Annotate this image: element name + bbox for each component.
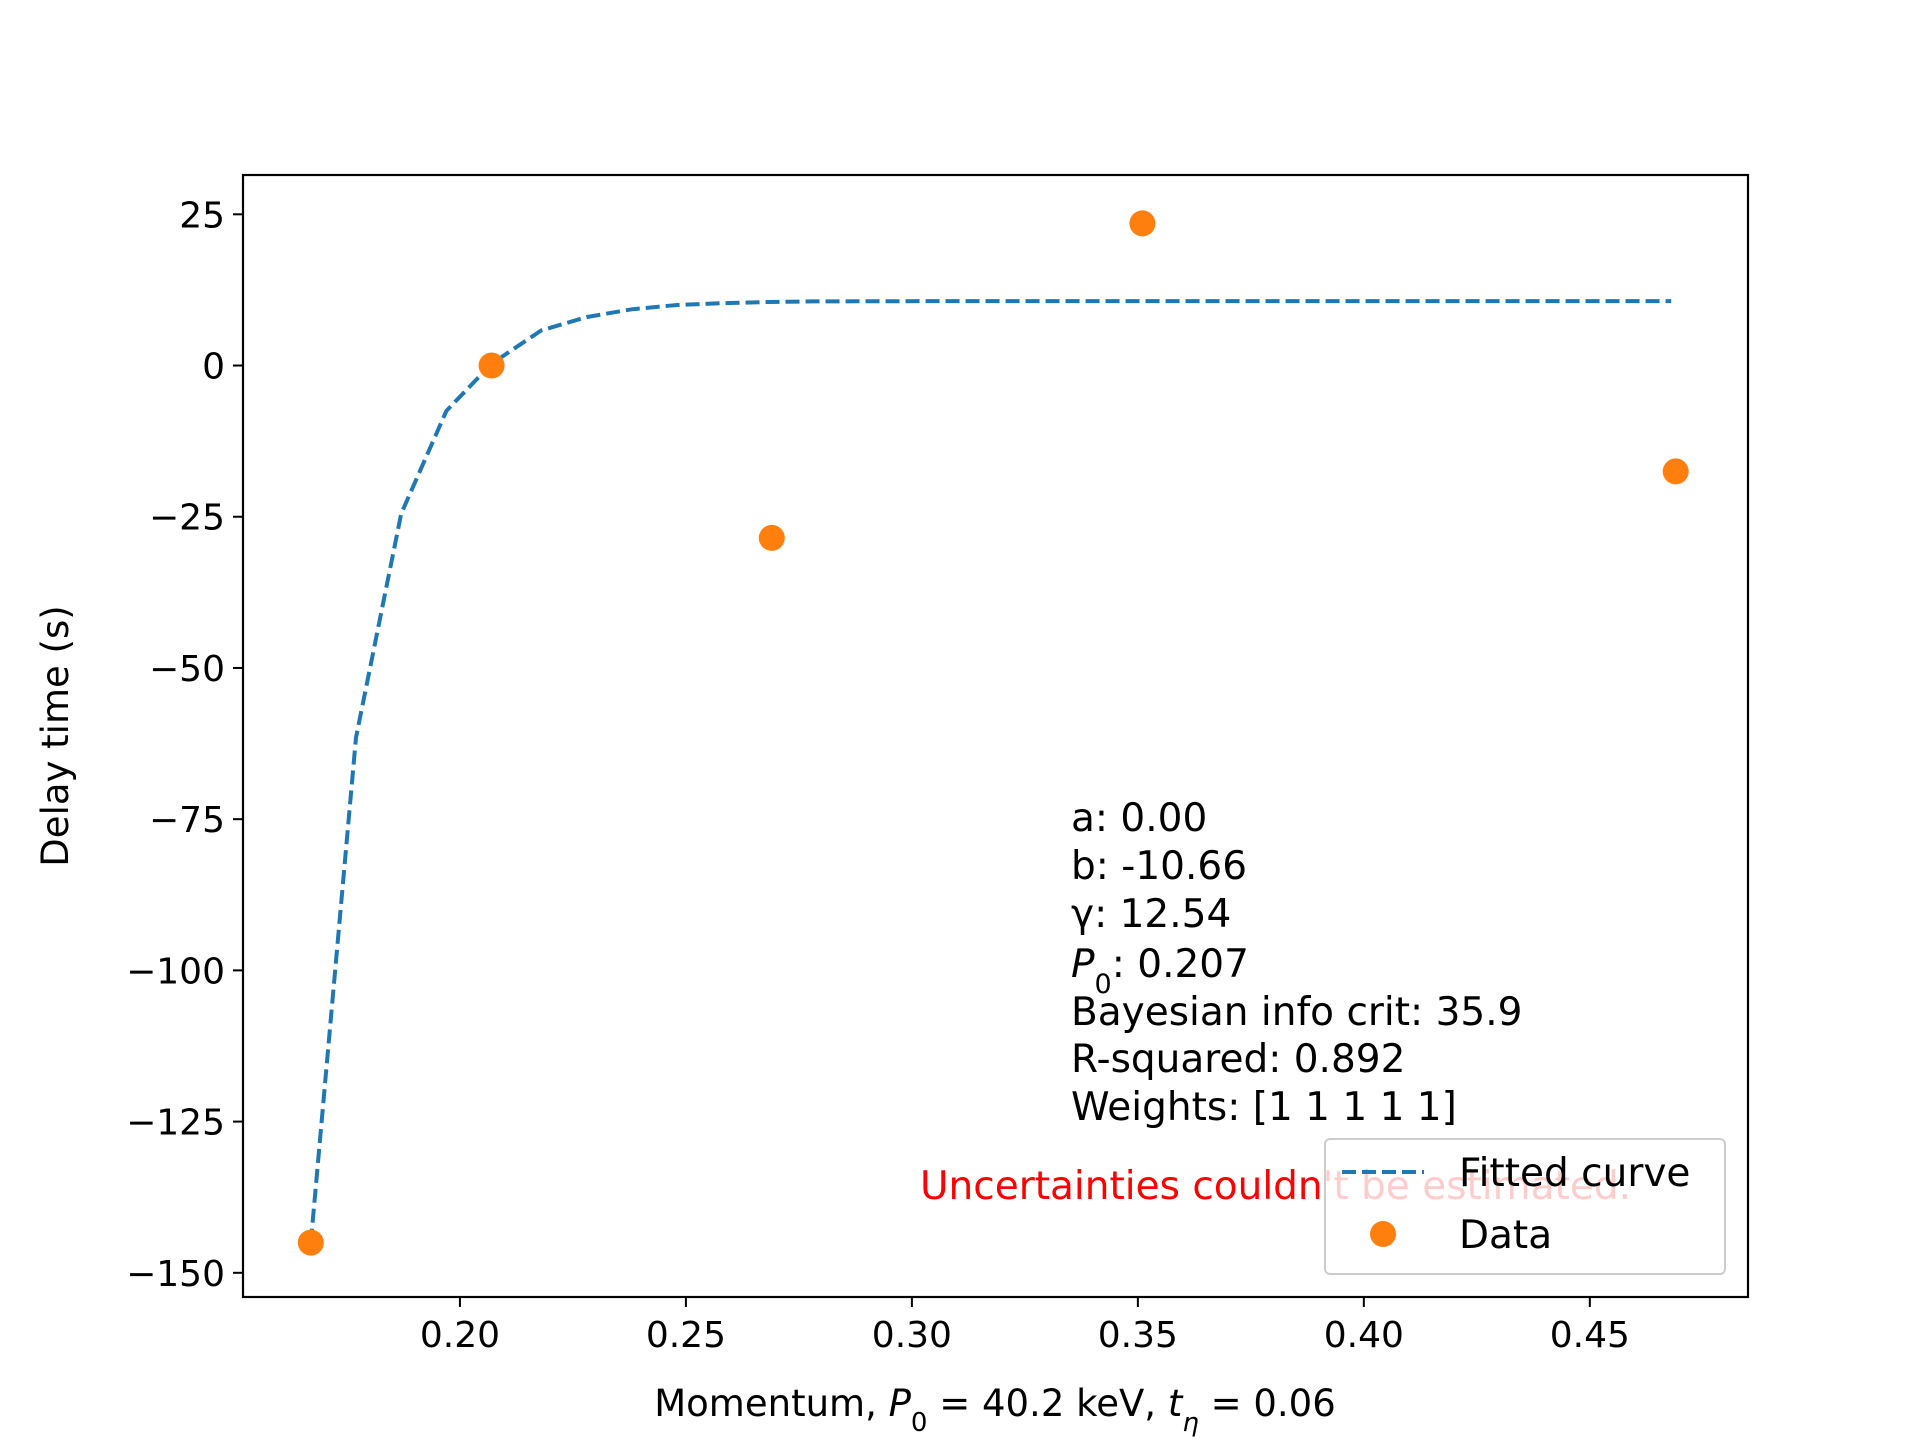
annotation-a: a: 0.00 [1071,796,1207,841]
x-axis-label-prefix: Momentum, [654,1382,888,1425]
legend-box [1324,1138,1726,1275]
annotation-p0: P0: 0.207 [1071,942,1249,1000]
legend: Fitted curve Data [1324,1138,1726,1275]
axes-frame [241,173,1750,1299]
x-tick-label: 0.30 [872,1315,952,1356]
x-axis-label-t-symbol: t [1168,1382,1184,1425]
y-tick-label: 25 [179,195,225,236]
annotation-p0-value: : 0.207 [1112,942,1249,987]
data-point [297,1229,324,1256]
legend-data-swatch [1370,1221,1396,1247]
y-axis-label: Delay time (s) [34,605,77,866]
y-tick-label: −125 [126,1103,225,1144]
x-tick-label: 0.35 [1098,1315,1178,1356]
y-tick-label: −25 [149,498,225,539]
y-tick-label: −50 [149,649,225,690]
annotation-r-squared: R-squared: 0.892 [1071,1037,1405,1082]
annotation-p0-subscript: 0 [1095,969,1112,1000]
y-tick-label: −75 [149,800,225,841]
data-point [758,524,785,551]
annotation-bic: Bayesian info crit: 35.9 [1071,990,1522,1035]
x-tick-label: 0.45 [1550,1315,1630,1356]
x-axis-label-p-subscript: 0 [911,1408,928,1438]
x-axis-ticks: 0.20 0.25 0.30 0.35 0.40 0.45 [420,1297,1630,1356]
y-tick-label: 0 [202,347,225,388]
data-point [478,352,505,379]
data-points-layer [297,210,1689,1256]
data-point [1662,458,1689,485]
x-tick-label: 0.40 [1324,1315,1404,1356]
plot-area [243,175,1748,1297]
y-tick-label: −150 [126,1254,225,1295]
legend-data-label: Data [1459,1213,1552,1258]
x-axis-label-t-value: = 0.06 [1199,1382,1336,1425]
x-axis-label-t-subscript: η [1182,1408,1198,1438]
y-tick-label: −100 [126,951,225,992]
fit-annotations: a: 0.00 b: -10.66 γ: 12.54 P0: 0.207 Bay… [1071,796,1522,1130]
y-axis-ticks: 25 0 −25 −50 −75 −100 −125 −150 [126,195,243,1295]
x-tick-label: 0.25 [646,1315,726,1356]
x-axis-label: Momentum, P0 = 40.2 keV, tη = 0.06 [654,1382,1336,1438]
x-tick-label: 0.20 [420,1315,500,1356]
x-axis-label-momentum-value: = 40.2 keV, [927,1382,1167,1425]
annotation-gamma: γ: 12.54 [1071,892,1231,937]
annotation-p0-symbol: P [1071,942,1095,987]
annotation-b: b: -10.66 [1071,844,1247,889]
data-point [1129,210,1156,237]
annotation-weights: Weights: [1 1 1 1 1] [1071,1085,1457,1130]
legend-fitted-curve-label: Fitted curve [1459,1151,1690,1196]
x-axis-label-p-symbol: P [889,1382,912,1425]
